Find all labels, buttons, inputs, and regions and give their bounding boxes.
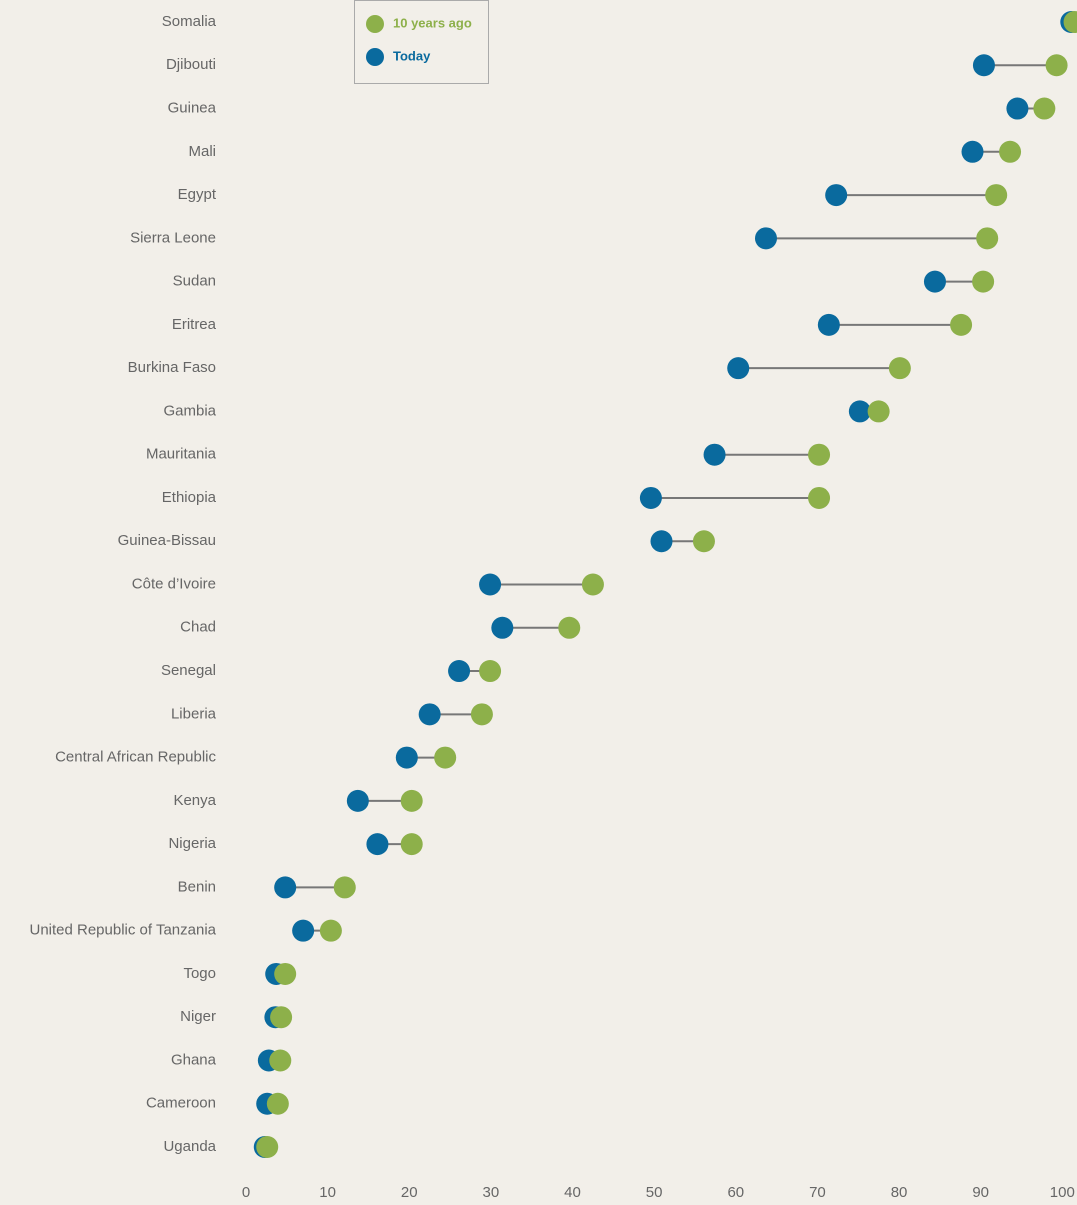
dot [269,1049,292,1072]
dot [1045,54,1068,77]
dot [292,919,315,942]
dot [479,660,502,683]
dot [703,443,726,466]
y-tick-label: Mauritania [146,446,217,463]
y-tick-label: Uganda [163,1138,216,1155]
y-tick-label: Guinea [168,100,217,117]
y-tick-label: Togo [183,965,216,982]
y-tick-label: Central African Republic [55,749,216,766]
dot [848,400,871,423]
dot [888,357,911,380]
y-tick-label: Senegal [161,662,216,679]
dot [346,789,369,812]
dot [400,789,423,812]
dot [581,573,604,596]
y-tick-label: Niger [180,1008,216,1025]
y-tick-label: Egypt [178,186,217,203]
y-tick-label: Sierra Leone [130,229,216,246]
x-tick-label: 0 [242,1184,250,1201]
dot [491,616,514,639]
dot [961,140,984,163]
dot [999,140,1022,163]
dot [825,184,848,207]
dot [256,1136,279,1159]
x-tick-label: 40 [564,1184,581,1201]
dot [448,660,471,683]
legend-label: Today [393,48,431,63]
dot [808,486,831,509]
x-tick-label: 20 [401,1184,418,1201]
x-tick-label: 90 [972,1184,989,1201]
dot [434,746,457,769]
x-tick-label: 80 [891,1184,908,1201]
y-tick-label: Somalia [162,13,217,30]
x-tick-label: 60 [727,1184,744,1201]
y-tick-label: Burkina Faso [128,359,216,376]
dot [1063,11,1077,33]
dot [817,313,840,336]
y-tick-label: Mali [188,143,216,160]
y-tick-label: Djibouti [166,56,216,73]
dot [985,184,1008,207]
legend-swatch [366,48,384,66]
x-tick-label: 30 [483,1184,500,1201]
dot [808,443,831,466]
dot [270,1006,293,1029]
x-tick-label: 70 [809,1184,826,1201]
x-tick-label: 100 [1050,1184,1075,1201]
dot [972,54,995,77]
dot [950,313,973,336]
y-tick-label: Liberia [171,705,217,722]
dot [727,357,750,380]
dot [867,400,890,423]
dot [333,876,356,899]
dot [319,919,342,942]
y-tick-label: Nigeria [168,835,216,852]
dot [395,746,418,769]
dot [266,1092,289,1115]
dot [1006,97,1029,120]
legend-label: 10 years ago [393,15,472,30]
dot [274,876,297,899]
dot [639,486,662,509]
y-tick-label: Chad [180,619,216,636]
y-tick-label: Eritrea [172,316,217,333]
dot [470,703,493,726]
dot [558,616,581,639]
dot [1033,97,1056,120]
dot [923,270,946,293]
y-tick-label: Guinea-Bissau [118,532,216,549]
dot [400,833,423,856]
y-tick-label: Kenya [173,792,216,809]
dot [650,530,673,553]
y-tick-label: Gambia [163,402,216,419]
y-tick-label: Ethiopia [162,489,217,506]
x-tick-label: 10 [319,1184,336,1201]
y-tick-label: Cameroon [146,1095,216,1112]
dot [754,227,777,250]
y-tick-label: Benin [178,878,216,895]
y-tick-label: Côte d’Ivoire [132,575,216,592]
x-tick-label: 50 [646,1184,663,1201]
dot [366,833,389,856]
dot [479,573,502,596]
dot [972,270,995,293]
y-tick-label: Sudan [173,273,216,290]
legend-swatch [366,15,384,33]
dot [274,962,297,985]
y-tick-label: Ghana [171,1051,217,1068]
dot [692,530,715,553]
dot [976,227,999,250]
legend-box [354,0,489,84]
y-tick-label: United Republic of Tanzania [29,922,216,939]
dot [418,703,441,726]
